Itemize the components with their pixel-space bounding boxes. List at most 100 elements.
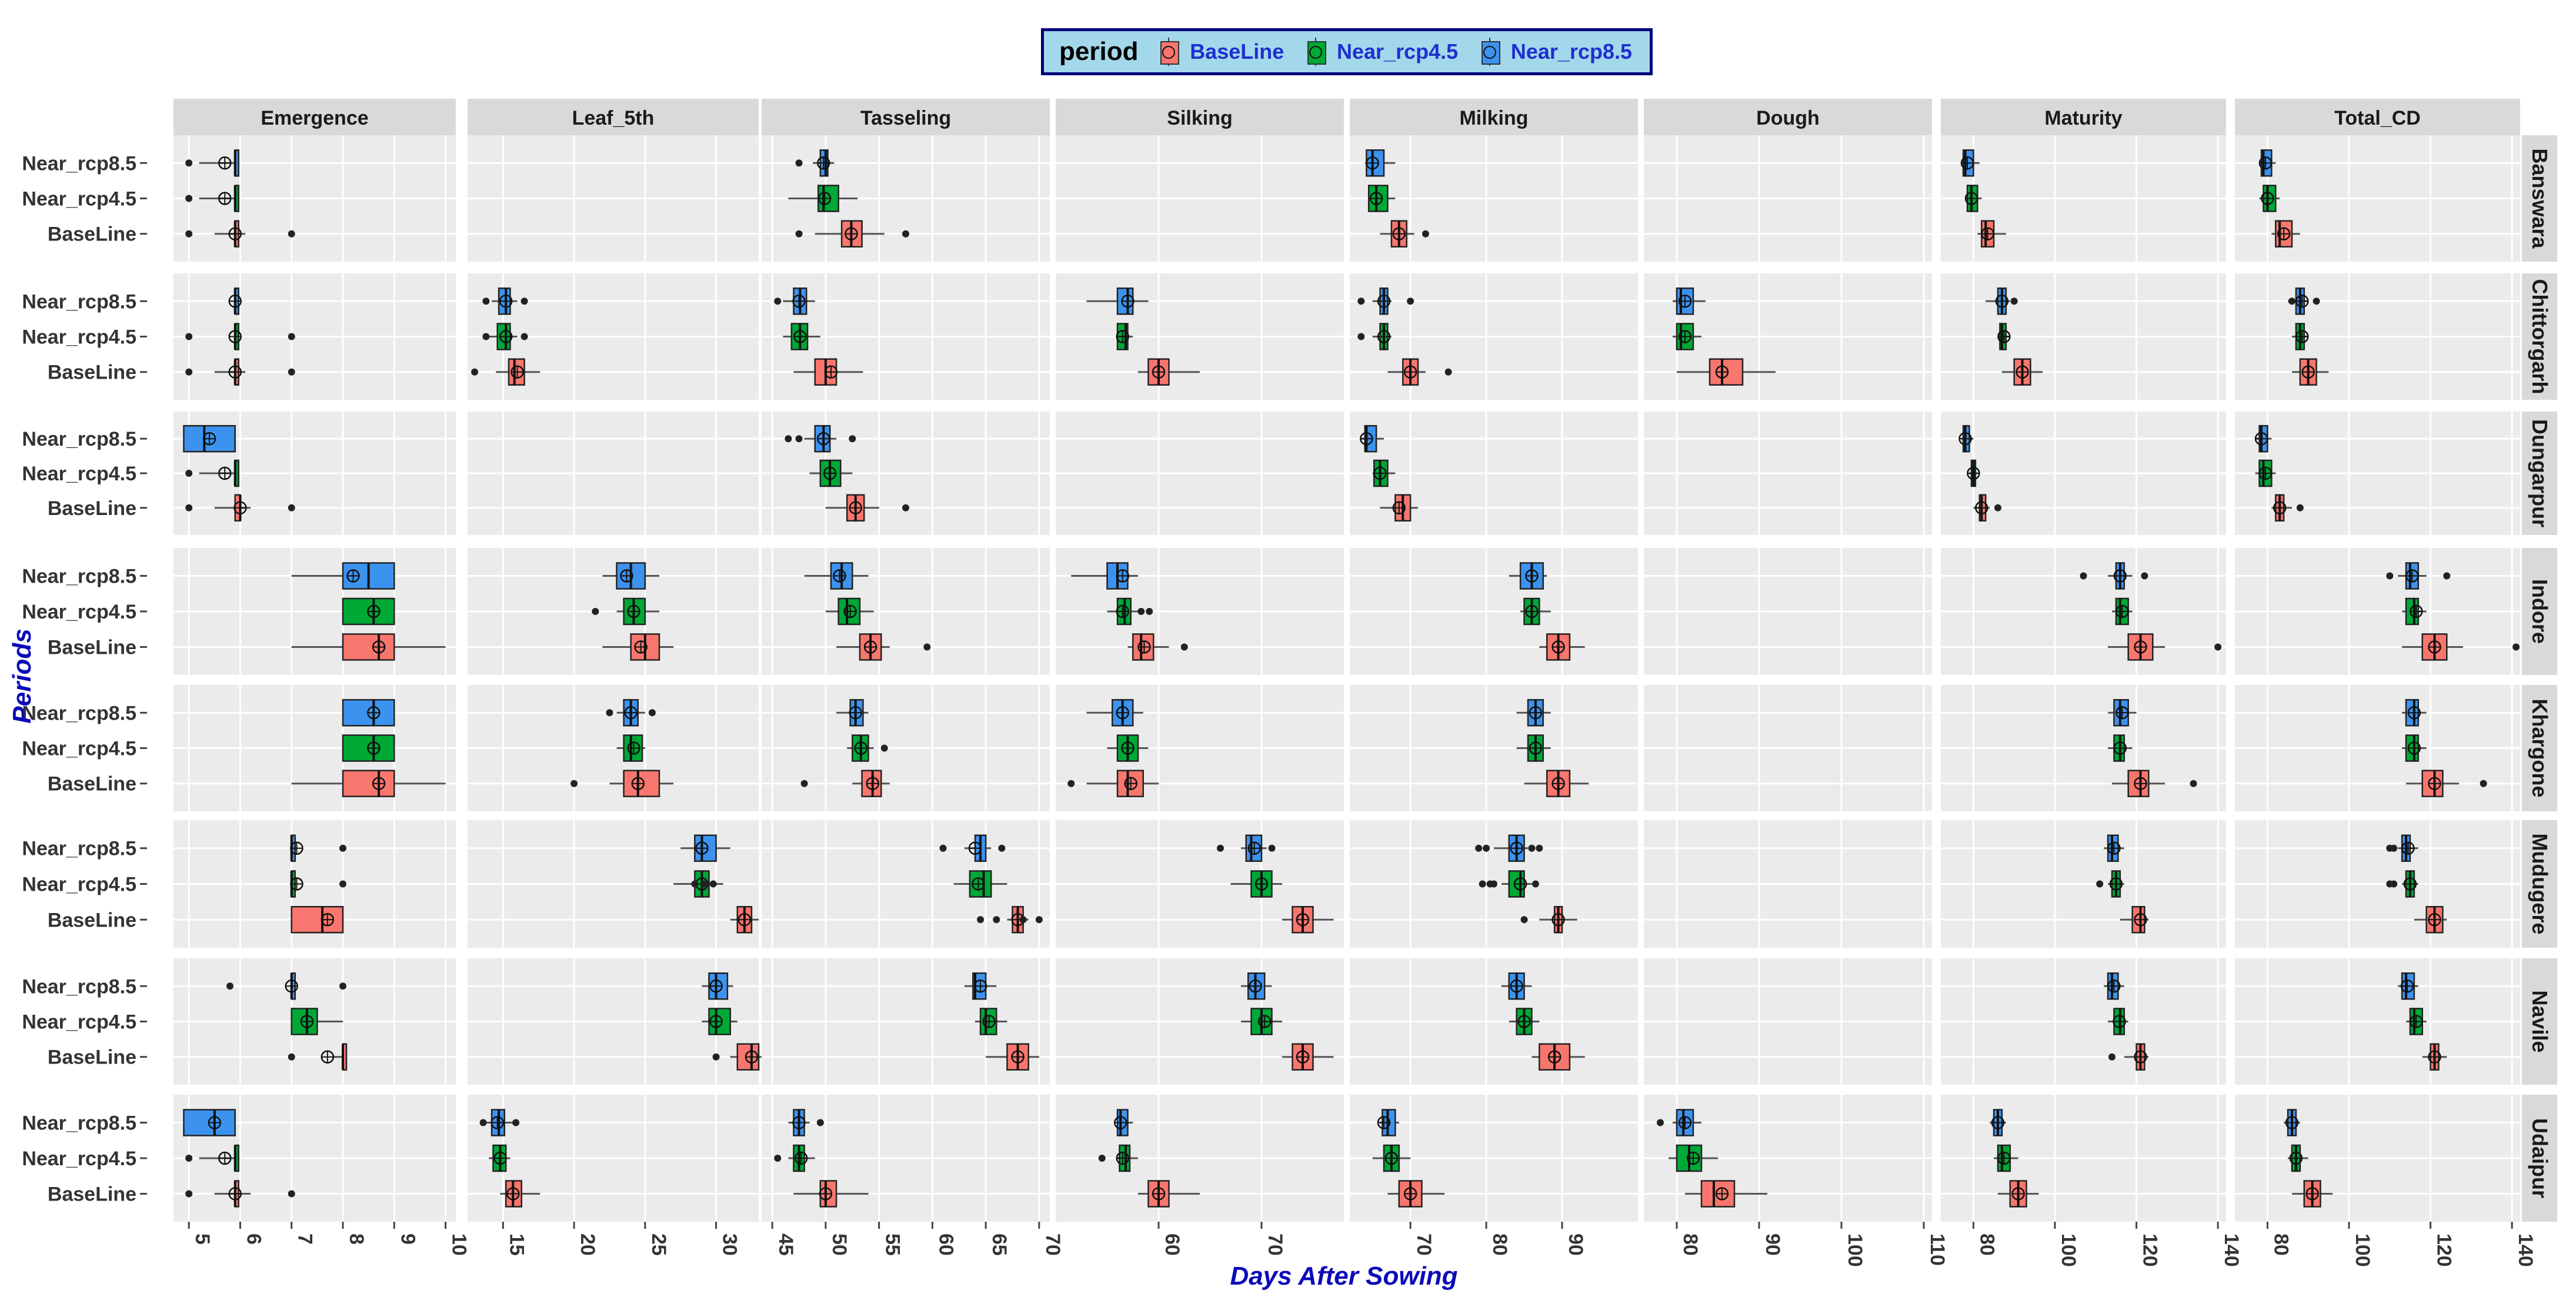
box-outlier	[712, 1053, 720, 1061]
x-tick-label: 15	[505, 1233, 528, 1256]
row-strip-label: Khargone	[2528, 698, 2552, 797]
box-outlier	[800, 780, 808, 787]
y-tick-label: BaseLine	[48, 1046, 136, 1069]
box-outlier	[939, 844, 947, 852]
legend-label-baseline: BaseLine	[1190, 39, 1284, 63]
column-strip-label: Tasseling	[860, 107, 951, 129]
x-tick-label: 45	[775, 1233, 797, 1256]
box-outlier	[1035, 916, 1043, 924]
box-outlier	[520, 297, 528, 305]
box-outlier	[1067, 780, 1075, 787]
y-tick-label: Near_rcp8.5	[22, 975, 136, 998]
box-outlier	[185, 230, 193, 238]
box-outlier	[1994, 504, 2001, 511]
y-tick-label: Near_rcp4.5	[22, 326, 136, 349]
box-outlier	[2390, 844, 2398, 852]
x-tick-label: 25	[648, 1233, 670, 1256]
y-tick-label: Near_rcp4.5	[22, 738, 136, 760]
row-strip-banswara	[2522, 135, 2557, 262]
column-strip-label: Leaf_5th	[572, 107, 655, 129]
box-outlier	[2313, 297, 2320, 305]
column-strip-label: Silking	[1167, 107, 1232, 129]
box-outlier	[1422, 230, 1429, 238]
box-outlier	[185, 470, 193, 477]
column-strip-tasseling	[762, 99, 1050, 135]
box-mudugere-emergence-baseline	[291, 906, 344, 934]
y-tick-label: BaseLine	[48, 497, 136, 520]
box-outlier	[1357, 297, 1365, 305]
y-tick-label: BaseLine	[48, 909, 136, 931]
box-outlier	[998, 844, 1006, 852]
box-outlier	[185, 504, 193, 511]
y-tick-label: Near_rcp8.5	[22, 428, 136, 450]
box-outlier	[701, 880, 709, 888]
box-outlier	[1483, 844, 1490, 852]
y-tick-label: Near_rcp8.5	[22, 702, 136, 724]
box-outlier	[2096, 880, 2104, 888]
box-outlier	[471, 368, 479, 376]
box-outlier	[795, 230, 803, 238]
box-outlier	[288, 1190, 295, 1198]
y-tick-label: Near_rcp8.5	[22, 838, 136, 860]
x-tick-label: 10	[448, 1233, 471, 1256]
x-tick-label: 70	[1042, 1233, 1064, 1256]
x-tick-label: 70	[1264, 1233, 1286, 1256]
legend-key-near-rcp85	[1476, 38, 1503, 66]
x-tick-label: 110	[1926, 1233, 1948, 1266]
x-tick-label: 100	[1844, 1233, 1866, 1267]
x-tick-label: 80	[1679, 1233, 1701, 1256]
box-outlier	[482, 297, 490, 305]
box-outlier	[816, 1119, 824, 1126]
box-outlier	[339, 844, 346, 852]
y-tick-label: Near_rcp8.5	[22, 566, 136, 588]
box-outlier	[185, 195, 193, 202]
column-strip-total-cd	[2235, 99, 2520, 135]
y-tick-label: BaseLine	[48, 773, 136, 795]
box-outlier	[2512, 643, 2520, 651]
box-outlier	[592, 608, 599, 615]
box-outlier	[1475, 844, 1483, 852]
box-outlier	[2214, 643, 2222, 651]
box-khargone-emergence-baseline	[342, 770, 395, 797]
x-tick-label: 65	[988, 1233, 1010, 1256]
box-outlier	[1407, 297, 1414, 305]
box-outlier	[2108, 1053, 2115, 1061]
box-outlier	[785, 435, 792, 443]
y-tick-label: BaseLine	[48, 636, 136, 658]
column-strip-label: Total_CD	[2334, 107, 2421, 129]
x-tick-label: 30	[719, 1233, 741, 1256]
box-outlier	[288, 1053, 295, 1061]
box-outlier	[1444, 368, 1452, 376]
box-udaipur-dough-baseline	[1700, 1180, 1736, 1208]
box-outlier	[1357, 333, 1365, 340]
box-outlier	[339, 880, 346, 888]
box-outlier	[691, 880, 699, 888]
box-outlier	[795, 159, 803, 167]
y-tick-label: Near_rcp4.5	[22, 463, 136, 485]
box-outlier	[2443, 572, 2451, 580]
box-outlier	[1146, 608, 1153, 615]
row-strip-label: Mudugere	[2528, 833, 2552, 934]
column-strip-emergence	[173, 99, 456, 135]
row-strip-chittorgarh	[2522, 273, 2557, 400]
box-outlier	[774, 1155, 782, 1162]
y-tick-label: BaseLine	[48, 1183, 136, 1205]
box-outlier	[2386, 572, 2394, 580]
box-outlier	[774, 297, 782, 305]
x-tick-label: 9	[396, 1233, 419, 1245]
box-outlier	[512, 1119, 520, 1126]
box-outlier	[1137, 608, 1145, 615]
panel-grid: Emergence 5 6 7 8 9 10 Leaf_5th 15 20 25 30 Tasselin…	[22, 99, 2557, 1267]
box-outlier	[849, 435, 856, 443]
box-outlier	[2010, 297, 2018, 305]
box-outlier	[2141, 572, 2148, 580]
box-outlier	[795, 435, 803, 443]
y-tick-label: Near_rcp4.5	[22, 1011, 136, 1034]
row-strip-navile	[2522, 958, 2557, 1085]
y-tick-label: Near_rcp4.5	[22, 874, 136, 896]
box-outlier	[902, 230, 909, 238]
legend-title: period	[1059, 37, 1139, 66]
x-tick-label: 100	[2351, 1233, 2374, 1267]
column-strip-milking	[1350, 99, 1638, 135]
